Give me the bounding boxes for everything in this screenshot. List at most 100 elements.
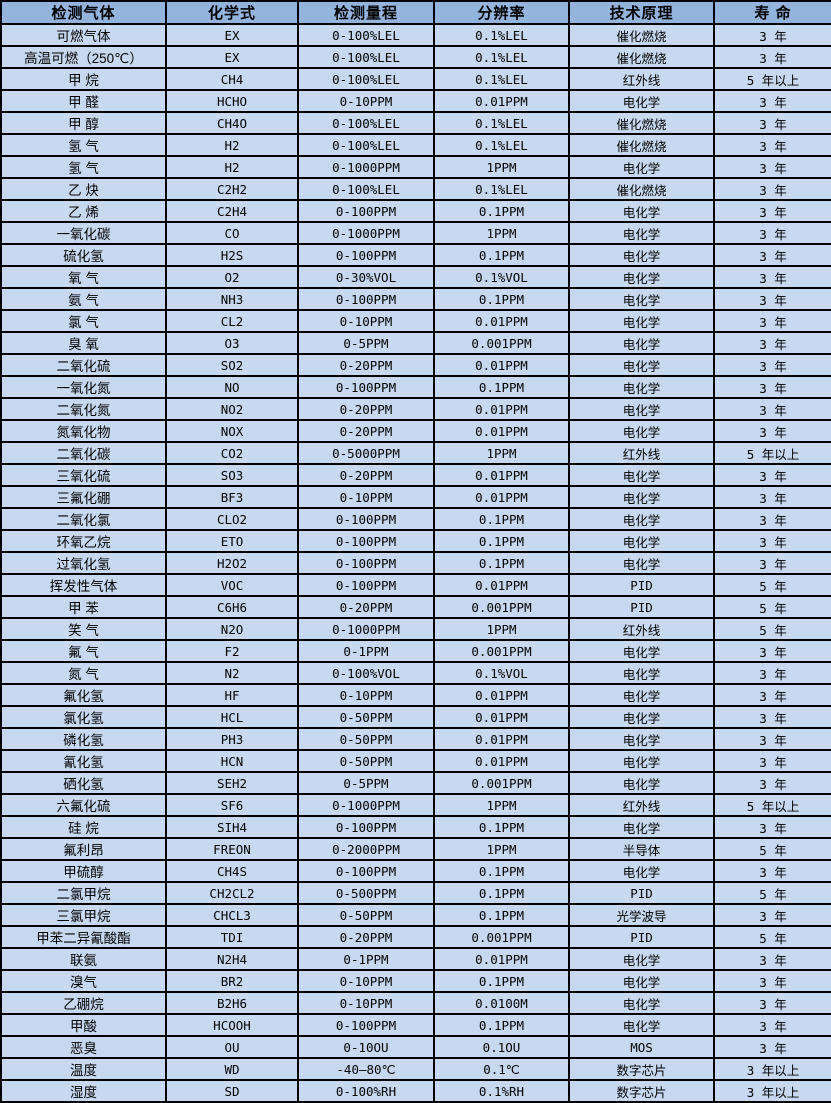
table-cell: C6H6 bbox=[165, 595, 299, 619]
table-cell: NO2 bbox=[165, 397, 299, 421]
table-cell: 电化学 bbox=[568, 859, 715, 883]
table-row: 乙 炔 C2H2 0-100%LEL 0.1%LEL 催化燃烧 3 年 bbox=[0, 177, 831, 201]
table-cell: 电化学 bbox=[568, 947, 715, 971]
table-cell: 氟利昂 bbox=[0, 837, 167, 861]
table-cell: 0-100PPM bbox=[297, 859, 435, 883]
table-cell: 0-100PPM bbox=[297, 287, 435, 311]
table-cell: NH3 bbox=[165, 287, 299, 311]
header-cell: 技术原理 bbox=[568, 0, 715, 25]
table-cell: 0.01PPM bbox=[433, 749, 570, 773]
table-cell: 3 年 bbox=[713, 265, 831, 289]
table-cell: 氢 气 bbox=[0, 155, 167, 179]
table-cell: 0-1000PPM bbox=[297, 221, 435, 245]
table-cell: TDI bbox=[165, 925, 299, 949]
table-cell: 电化学 bbox=[568, 265, 715, 289]
table-cell: 电化学 bbox=[568, 155, 715, 179]
table-row: 臭 氧 O3 0-5PPM 0.001PPM 电化学 3 年 bbox=[0, 331, 831, 355]
table-row: 三氟化硼 BF3 0-10PPM 0.01PPM 电化学 3 年 bbox=[0, 485, 831, 509]
table-cell: 0.01PPM bbox=[433, 683, 570, 707]
table-cell: 电化学 bbox=[568, 353, 715, 377]
table-cell: 3 年 bbox=[713, 1013, 831, 1037]
table-cell: 甲苯二异氰酸酯 bbox=[0, 925, 167, 949]
table-cell: N2O bbox=[165, 617, 299, 641]
table-cell: 电化学 bbox=[568, 529, 715, 553]
table-cell: 0.01PPM bbox=[433, 419, 570, 443]
table-cell: 0-50PPM bbox=[297, 727, 435, 751]
table-cell: 一氧化碳 bbox=[0, 221, 167, 245]
table-cell: 3 年 bbox=[713, 991, 831, 1015]
table-cell: 0.01PPM bbox=[433, 727, 570, 751]
table-row: 三氯甲烷 CHCL3 0-50PPM 0.1PPM 光学波导 3 年 bbox=[0, 903, 831, 927]
table-row: 氨 气 NH3 0-100PPM 0.1PPM 电化学 3 年 bbox=[0, 287, 831, 311]
table-cell: CH4O bbox=[165, 111, 299, 135]
table-cell: 0.1%LEL bbox=[433, 45, 570, 69]
table-cell: N2 bbox=[165, 661, 299, 685]
table-row: 联氨 N2H4 0-1PPM 0.01PPM 电化学 3 年 bbox=[0, 947, 831, 971]
table-cell: 0-10OU bbox=[297, 1035, 435, 1059]
table-cell: 0-30%VOL bbox=[297, 265, 435, 289]
table-cell: SIH4 bbox=[165, 815, 299, 839]
table-row: 二氧化氮 NO2 0-20PPM 0.01PPM 电化学 3 年 bbox=[0, 397, 831, 421]
table-cell: HCL bbox=[165, 705, 299, 729]
table-cell: 3 年 bbox=[713, 749, 831, 773]
table-row: 环氧乙烷 ETO 0-100PPM 0.1PPM 电化学 3 年 bbox=[0, 529, 831, 553]
table-cell: 0.1PPM bbox=[433, 903, 570, 927]
table-cell: 电化学 bbox=[568, 727, 715, 751]
table-cell: 可燃气体 bbox=[0, 23, 167, 47]
table-cell: O2 bbox=[165, 265, 299, 289]
table-cell: 红外线 bbox=[568, 441, 715, 465]
table-row: 硒化氢 SEH2 0-5PPM 0.001PPM 电化学 3 年 bbox=[0, 771, 831, 795]
table-cell: 0-100%LEL bbox=[297, 23, 435, 47]
table-cell: 电化学 bbox=[568, 243, 715, 267]
table-cell: 甲 烷 bbox=[0, 67, 167, 91]
table-cell: 催化燃烧 bbox=[568, 23, 715, 47]
table-cell: 电化学 bbox=[568, 969, 715, 993]
table-cell: 湿度 bbox=[0, 1079, 167, 1103]
table-cell: 0.01PPM bbox=[433, 573, 570, 597]
table-cell: 0-100PPM bbox=[297, 551, 435, 575]
table-cell: 半导体 bbox=[568, 837, 715, 861]
table-cell: 电化学 bbox=[568, 309, 715, 333]
table-cell: CL2 bbox=[165, 309, 299, 333]
table-cell: 0-20PPM bbox=[297, 595, 435, 619]
table-cell: 电化学 bbox=[568, 199, 715, 223]
table-cell: 0.01PPM bbox=[433, 947, 570, 971]
table-cell: 数字芯片 bbox=[568, 1079, 715, 1103]
table-cell: 0.1%LEL bbox=[433, 177, 570, 201]
table-cell: OU bbox=[165, 1035, 299, 1059]
table-cell: 二氯甲烷 bbox=[0, 881, 167, 905]
table-row: 氢 气 H2 0-1000PPM 1PPM 电化学 3 年 bbox=[0, 155, 831, 179]
table-cell: PH3 bbox=[165, 727, 299, 751]
table-cell: 0-100PPM bbox=[297, 507, 435, 531]
table-cell: CH2CL2 bbox=[165, 881, 299, 905]
table-cell: 三氟化硼 bbox=[0, 485, 167, 509]
table-cell: 0.1PPM bbox=[433, 199, 570, 223]
table-cell: 0.001PPM bbox=[433, 595, 570, 619]
table-cell: HCN bbox=[165, 749, 299, 773]
table-cell: 3 年 bbox=[713, 463, 831, 487]
table-cell: 电化学 bbox=[568, 287, 715, 311]
table-row: 氮氧化物 NOX 0-20PPM 0.01PPM 电化学 3 年 bbox=[0, 419, 831, 443]
table-row: 甲酸 HCOOH 0-100PPM 0.1PPM 电化学 3 年 bbox=[0, 1013, 831, 1037]
table-cell: 3 年 bbox=[713, 287, 831, 311]
table-cell: 催化燃烧 bbox=[568, 177, 715, 201]
table-cell: 0-50PPM bbox=[297, 903, 435, 927]
table-cell: 5 年以上 bbox=[713, 793, 831, 817]
table-cell: 甲 苯 bbox=[0, 595, 167, 619]
table-cell: 氧 气 bbox=[0, 265, 167, 289]
table-cell: 5 年 bbox=[713, 595, 831, 619]
table-cell: 0-1000PPM bbox=[297, 793, 435, 817]
table-cell: 电化学 bbox=[568, 683, 715, 707]
table-cell: 3 年 bbox=[713, 815, 831, 839]
table-cell: 红外线 bbox=[568, 67, 715, 91]
table-cell: 0-10PPM bbox=[297, 89, 435, 113]
table-cell: 恶臭 bbox=[0, 1035, 167, 1059]
table-cell: 光学波导 bbox=[568, 903, 715, 927]
table-cell: 氟 气 bbox=[0, 639, 167, 663]
table-cell: 3 年 bbox=[713, 771, 831, 795]
table-row: 一氧化氮 NO 0-100PPM 0.1PPM 电化学 3 年 bbox=[0, 375, 831, 399]
table-cell: 0-100PPM bbox=[297, 1013, 435, 1037]
table-cell: EX bbox=[165, 23, 299, 47]
table-cell: 3 年 bbox=[713, 45, 831, 69]
table-row: 湿度 SD 0-100%RH 0.1%RH 数字芯片 3 年以上 bbox=[0, 1079, 831, 1103]
